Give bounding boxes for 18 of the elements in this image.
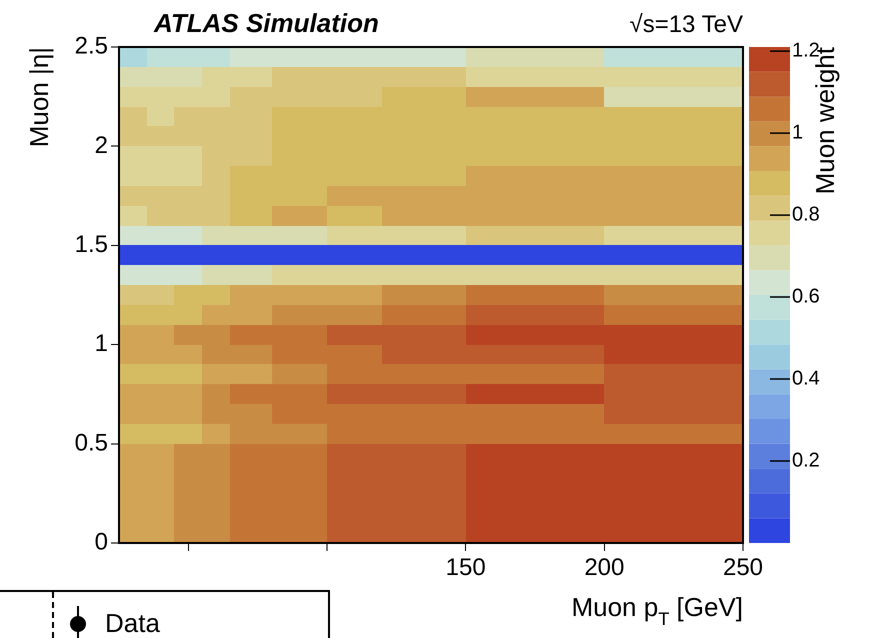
x-tick-label: 250 [722,554,764,582]
color-bar-label: 0.4 [792,368,820,390]
x-tick-label: 150 [446,554,486,582]
color-bar-label: 1 [792,122,804,144]
y-axis-title: Muon |η| [24,47,54,148]
y-tick-label: 0.5 [74,429,108,456]
text: √s=13 TeV [630,11,743,38]
text: Data [105,608,160,638]
y-tick-label: 2 [94,132,108,159]
y-tick-label: 1 [94,330,108,358]
y-tick-label: 1.5 [74,231,108,258]
y-tick-label: 2.5 [74,32,108,60]
chart-title: ATLAS Simulation [153,8,379,38]
x-tick-label: 200 [584,554,624,582]
color-bar-label: 0.8 [792,204,820,226]
color-bar-label: 0.2 [792,450,820,472]
color-bar-label: 0.6 [792,286,820,308]
y-tick-label: 0 [94,528,108,556]
